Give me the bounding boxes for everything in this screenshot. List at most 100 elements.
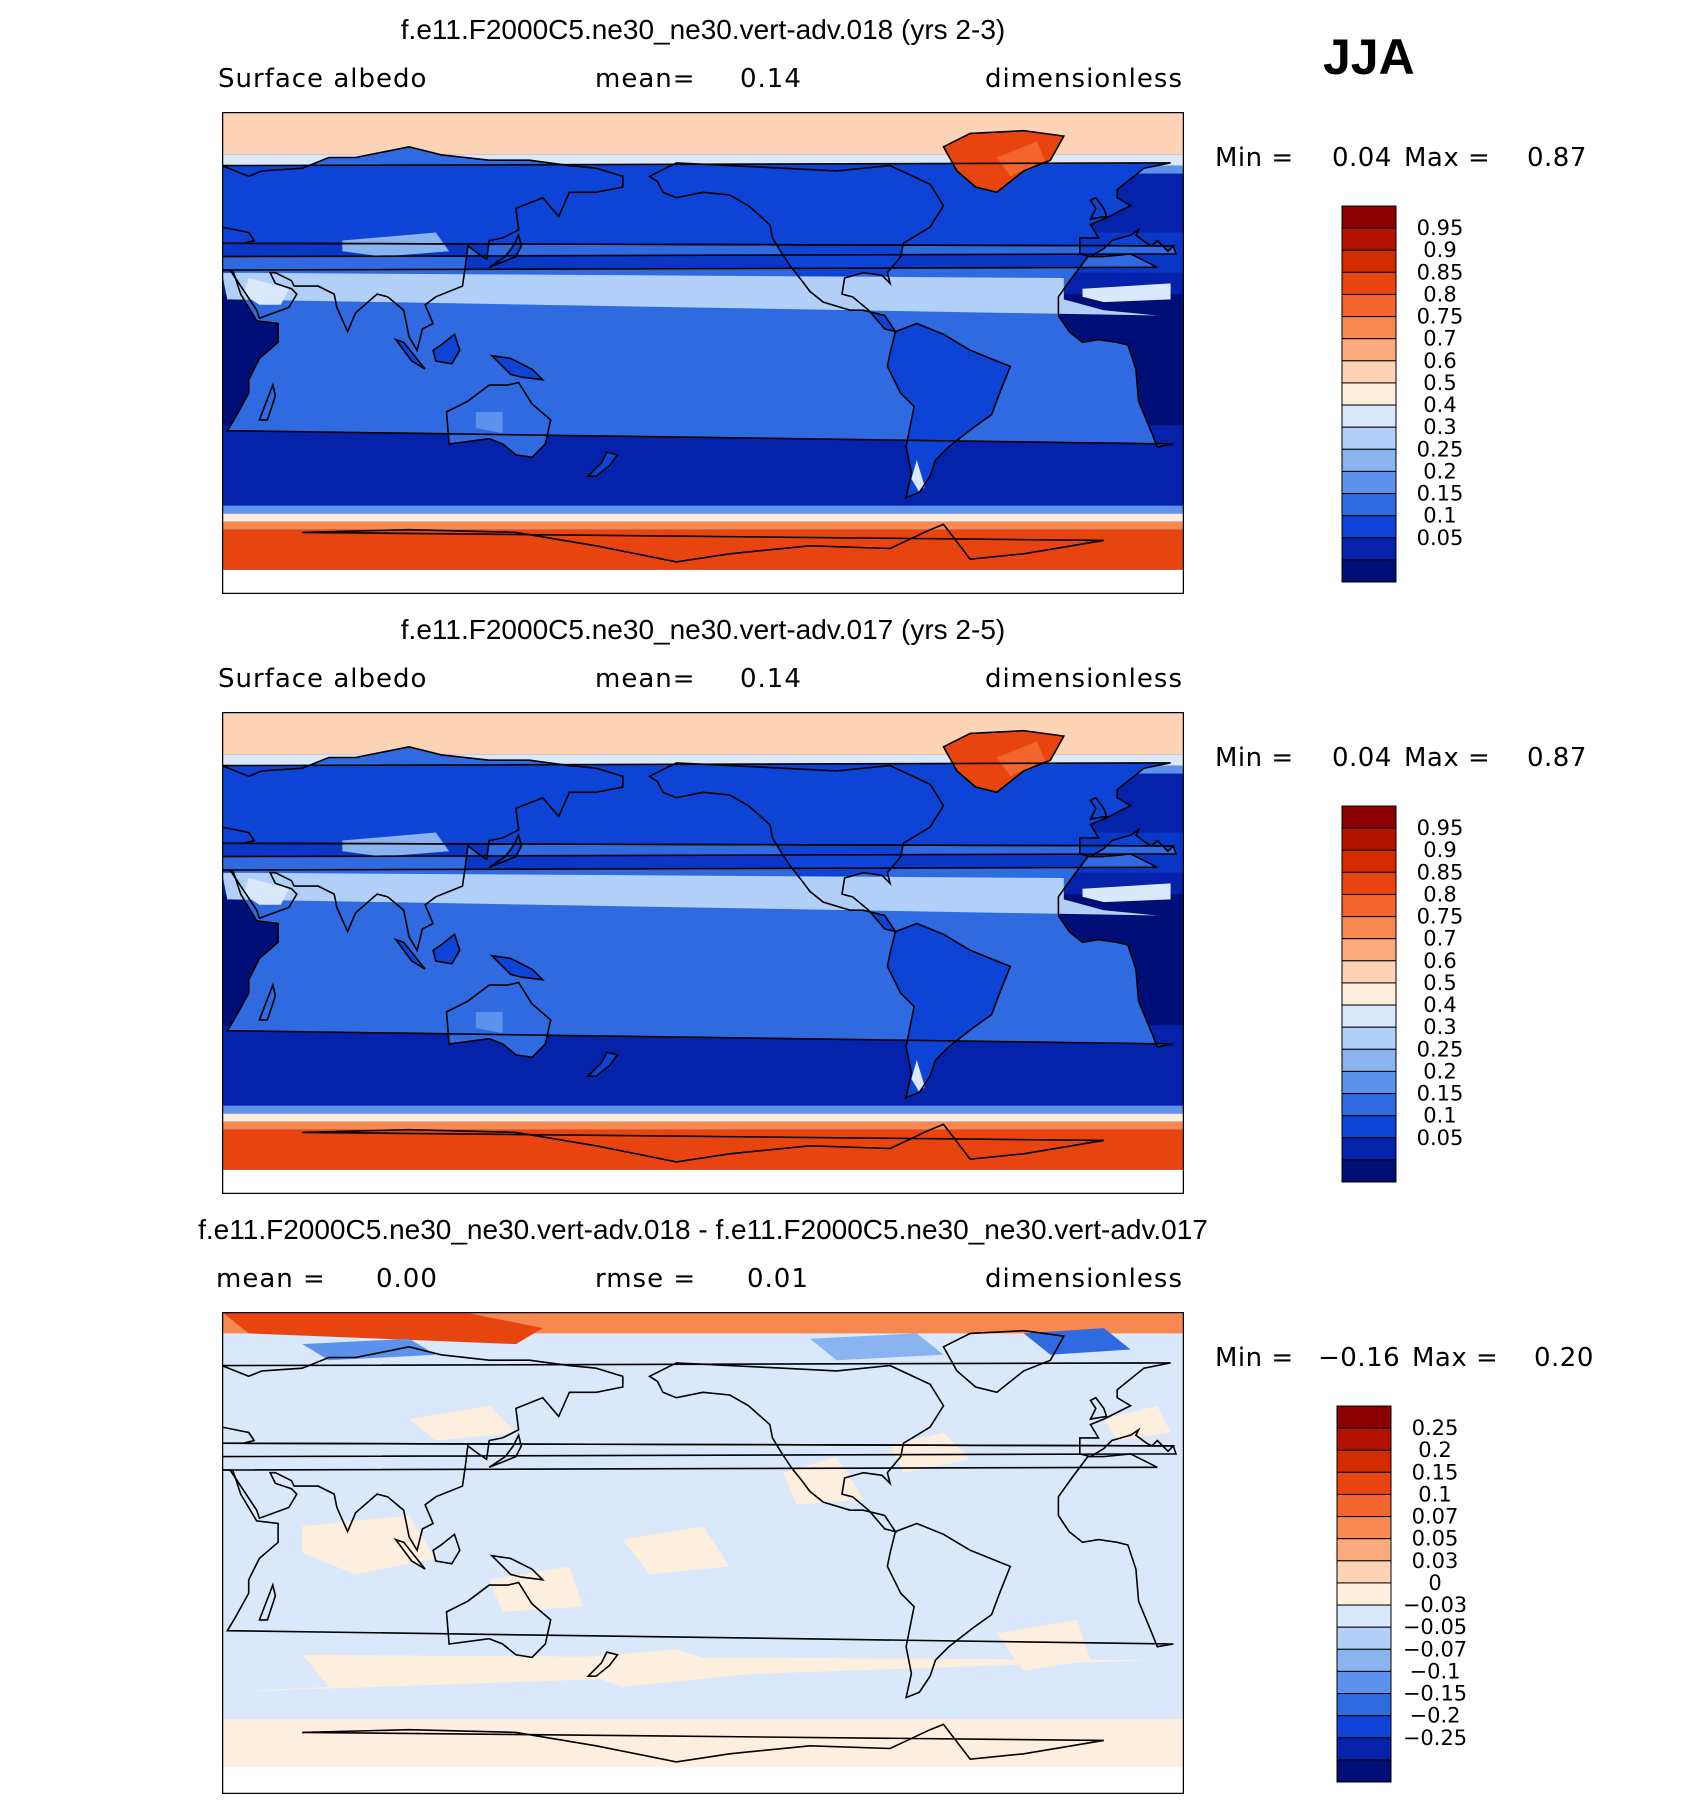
colorbar-tick-label: −0.15 [1403,1682,1467,1706]
coastline-japan [488,1432,523,1469]
missing-data-band [222,1767,1184,1794]
colorbar-swatch [1336,1493,1392,1518]
colorbar-tick-label: 0 [1428,1571,1441,1595]
land-namerica [649,762,944,932]
panel3-max-label: Max = [1412,1343,1499,1373]
panel3-colorbar-svg: 0.250.20.150.10.070.050.030−0.03−0.05−0.… [1336,1405,1467,1783]
coastline-madagascar [258,1582,277,1621]
colorbar-tick-label: 0.3 [1423,415,1456,439]
panel2-map-svg [222,712,1184,1194]
colorbar-swatch [1336,1693,1392,1717]
coastline-samerica [886,1522,1012,1699]
panel2-max-value: 0.87 [1527,743,1587,773]
panel3-mean-label: mean = [216,1264,326,1294]
colorbar-swatch [1341,1026,1397,1050]
colorbar-tick-label: −0.25 [1403,1726,1467,1750]
panel1-map [222,112,1184,594]
colorbar-tick-label: 0.05 [1417,1126,1464,1150]
colorbar-swatch [1336,1670,1392,1695]
colorbar-tick-label: 0.3 [1423,1015,1456,1039]
coastline-antarctica [302,1723,1104,1763]
sahara-bright [222,272,1158,316]
panel2-min-value: 0.04 [1332,743,1392,773]
coastline-eurasia [222,145,1178,353]
panel1-map-svg [222,112,1184,594]
missing-data-band [222,569,1184,594]
panel3-max-value: 0.20 [1534,1343,1594,1373]
arctic-positive-core [222,1312,543,1345]
land-europe_w [222,162,1174,257]
land-samerica [887,323,1011,498]
coastline-africa_west [222,853,1174,1048]
colorbar-tick-label: 0.95 [1417,216,1464,240]
coastline-europe_w [222,162,1176,258]
panel2-max-label: Max = [1404,743,1491,773]
colorbar-tick-label: 0.2 [1423,459,1456,483]
coastline-antarctica [302,1123,1104,1163]
panel2-mean-value: 0.14 [740,664,802,694]
colorbar-tick-label: 0.15 [1417,1082,1464,1106]
panel3-mean-value: 0.00 [376,1264,438,1294]
coastline-newguinea [489,1554,545,1581]
positive-anomaly-patch [996,1619,1091,1671]
colorbar-swatch [1336,1449,1392,1473]
greenland-interior [996,141,1045,177]
colorbar-swatch [1341,805,1397,829]
panel2-colorbar: 0.95 0.9 0.85 0.8 0.75 0.7 0.6 0.5 0.4 0.3 0.25 0.2… [1340,804,1490,1186]
central-asia-bright [342,832,450,857]
panel1-units-label: dimensionless [985,64,1183,94]
colorbar-tick-label: 0.9 [1423,238,1456,262]
land-borneo [433,934,460,964]
coastline-uk [1089,196,1108,221]
coastline-australia [445,381,552,459]
colorbar-tick-label: 0.2 [1418,1438,1451,1462]
land-newzealand [588,1052,618,1077]
colorbar-tick-label: 0.05 [1417,526,1464,550]
colorbar-swatch [1336,1737,1392,1761]
coastline-eurasia [222,745,1178,953]
colorbar-swatch [1341,938,1397,962]
colorbar-tick-label: 0.25 [1417,1037,1464,1061]
greenland-neutral [943,1344,1024,1366]
colorbar-swatch [1336,1648,1392,1672]
land-sumatra [395,939,426,970]
sahara-bright [222,872,1158,916]
colorbar-tick-label: −0.03 [1403,1593,1467,1617]
coastline-uk [1089,1396,1108,1421]
colorbar-tick-label: 0.1 [1418,1482,1451,1506]
colorbar-swatch [1336,1626,1392,1650]
coastline-namerica [648,1362,945,1533]
panel1-title: f.e11.F2000C5.ne30_ne30.vert-adv.018 (yr… [400,14,1006,45]
panel3-min-value: −0.16 [1318,1343,1401,1373]
coastline-sumatra [393,1538,426,1570]
coastline-newzealand [586,1651,619,1677]
colorbar-tick-label: 0.25 [1412,1416,1459,1440]
coastline-newzealand [586,1051,619,1077]
coastline-australia [445,1581,552,1659]
negative-patch-siberia [302,1338,436,1361]
land-uk [1090,797,1107,820]
colorbar-swatch [1341,893,1397,918]
coastline-madagascar [258,982,277,1021]
colorbar-swatch [1341,960,1397,984]
antarctic-white-band [222,513,1184,522]
coastline-samerica [886,922,1012,1099]
positive-anomaly-patch [890,1432,971,1473]
land-samerica [887,923,1011,1098]
colorbar-swatch [1341,1004,1397,1028]
positive-anomaly-patch [302,1515,436,1575]
coastline-borneo [432,932,461,965]
coastline-namerica [648,162,945,333]
colorbar-swatch [1341,515,1397,539]
antarctic-orange-band [222,1121,1184,1130]
colorbar-swatch [1336,1471,1392,1495]
map-frame [222,112,1184,594]
colorbar-tick-label: 0.03 [1412,1549,1459,1573]
arctic-edge-band [222,754,1184,766]
central-asia-bright [342,232,450,257]
panel1-variable-label: Surface albedo [218,64,428,94]
panel1-mean-label: mean= [595,64,696,94]
season-label: JJA [1323,29,1415,85]
coastline-namerica [648,762,945,933]
colorbar-tick-label: −0.1 [1410,1659,1461,1683]
